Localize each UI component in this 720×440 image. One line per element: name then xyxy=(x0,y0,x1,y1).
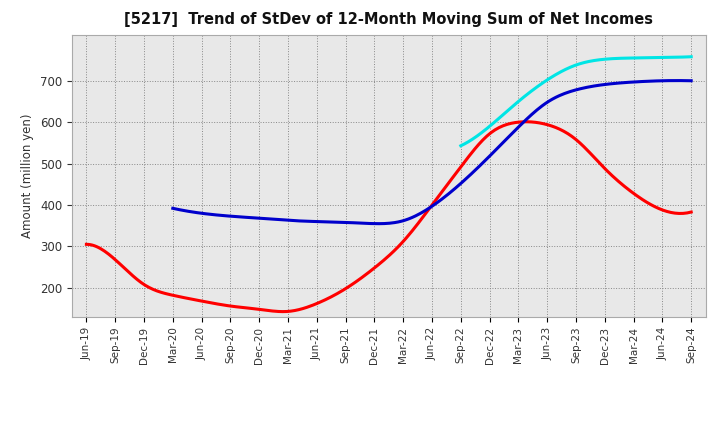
7 Years xyxy=(665,55,674,60)
7 Years xyxy=(598,57,606,62)
7 Years xyxy=(456,143,465,148)
3 Years xyxy=(444,180,453,186)
3 Years xyxy=(84,242,93,247)
3 Years xyxy=(279,309,287,314)
5 Years xyxy=(640,79,649,84)
Line: 7 Years: 7 Years xyxy=(461,57,691,146)
3 Years xyxy=(596,161,605,166)
3 Years xyxy=(687,209,696,215)
5 Years xyxy=(375,221,384,226)
5 Years xyxy=(170,206,179,211)
5 Years xyxy=(687,78,696,84)
5 Years xyxy=(607,81,616,86)
Line: 5 Years: 5 Years xyxy=(173,81,691,224)
Title: [5217]  Trend of StDev of 12-Month Moving Sum of Net Incomes: [5217] Trend of StDev of 12-Month Moving… xyxy=(125,12,653,27)
Line: 3 Years: 3 Years xyxy=(86,122,691,312)
3 Years xyxy=(454,167,463,172)
5 Years xyxy=(477,161,486,167)
5 Years xyxy=(479,160,487,165)
5 Years xyxy=(168,205,177,211)
7 Years xyxy=(593,58,601,63)
7 Years xyxy=(651,55,660,60)
3 Years xyxy=(634,194,643,200)
3 Years xyxy=(521,119,530,125)
5 Years xyxy=(673,78,682,83)
Y-axis label: Amount (million yen): Amount (million yen) xyxy=(22,114,35,238)
7 Years xyxy=(687,54,696,59)
3 Years xyxy=(82,242,91,247)
3 Years xyxy=(442,183,451,188)
7 Years xyxy=(594,57,603,62)
5 Years xyxy=(487,151,496,157)
7 Years xyxy=(457,143,466,148)
